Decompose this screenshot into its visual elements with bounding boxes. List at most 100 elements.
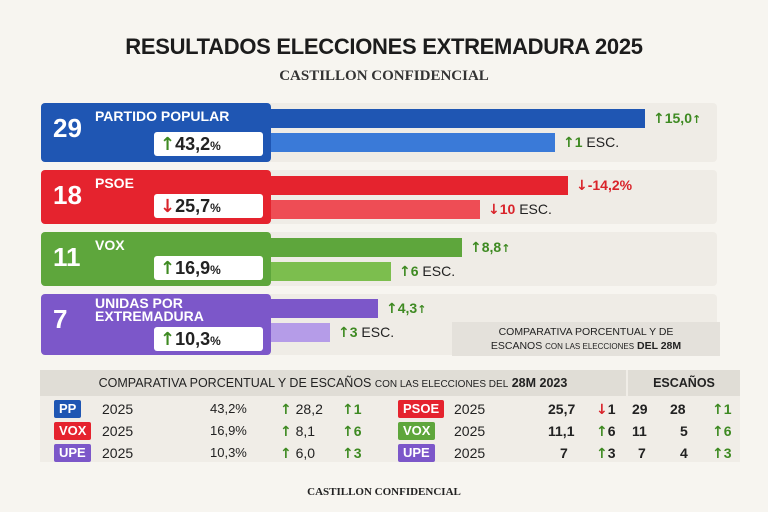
seat-change-psoe: ↓10 ESC. [488, 201, 552, 218]
party-tag-2: PSOE [398, 400, 445, 418]
party-name: VOX [95, 237, 125, 253]
party-row-vox: ↑8,8↑ ↑6 ESC. 11 VOX ↑16,9% [41, 232, 717, 286]
seats-header: ESCAÑOS [628, 370, 740, 396]
compare-line2a: ESCANOS [490, 340, 543, 352]
arrow-up-icon: ↑ [160, 329, 176, 350]
table-header: COMPARATIVA PORCENTUAL Y DE ESCAÑOS CON … [40, 370, 626, 396]
seat-bar-pp [270, 133, 555, 152]
percent-change-pp: ↑15,0↑ [653, 110, 702, 127]
seats: 7 [53, 304, 68, 334]
compare-box: COMPARATIVA PORCENTUAL Y DE ESCANOS CON … [452, 322, 720, 356]
header-a: COMPARATIVA PORCENTUAL Y DE ESCAÑOS [98, 376, 372, 390]
value-2: 7 [560, 445, 568, 461]
arrow-up-icon: ↑ [386, 301, 398, 317]
compare-line1: COMPARATIVA PORCENTUAL Y DE [498, 326, 674, 338]
year: 2025 [102, 445, 134, 461]
year: 2025 [102, 423, 134, 439]
seats-2023: 28 [670, 401, 686, 417]
arrow-up-icon: ↑ [160, 258, 176, 279]
arrow-down-icon: ↓ [160, 196, 176, 217]
seats: 11 [53, 242, 81, 272]
arrow-up-icon: ↑ [338, 325, 350, 341]
party-box-psoe: 18 PSOE ↓25,7% [41, 170, 271, 224]
party-row-pp: ↑15,0↑ ↑1 ESC. 29 PARTIDO POPULAR ↑43,2% [41, 103, 717, 162]
seats-2025: 11 [632, 423, 647, 439]
compare-line2b: CON LAS ELECCIONES [545, 342, 635, 351]
seats-2023: 5 [680, 423, 688, 439]
party-name: PARTIDO POPULAR [95, 108, 230, 124]
arrow-down-icon: ↓ [596, 402, 608, 418]
seats: 18 [53, 180, 82, 210]
seats-delta: ↑1 [712, 401, 732, 418]
arrow-up-icon: ↑ [280, 424, 292, 440]
year-2: 2025 [454, 445, 486, 461]
seat-change-upe: ↑3 ESC. [338, 324, 395, 341]
table-row: UPE 2025 10,3% ↑ 6,0 ↑3 UPE 2025 7 ↑3 7 … [40, 442, 740, 464]
arrow-up-icon: ↑ [280, 402, 292, 418]
pct: 10,3% [210, 445, 247, 460]
party-tag-2: VOX [398, 422, 436, 440]
percent-bar-vox [270, 238, 462, 257]
year: 2025 [102, 401, 134, 417]
arrow-up-icon: ↑ [470, 240, 482, 256]
party-box-upe: 7 UNIDAS POR EXTREMADURA ↑10,3% [41, 294, 271, 355]
party-tag-2: UPE [398, 444, 435, 462]
party-row-upe: ↑4,3↑ ↑3 ESC. 7 UNIDAS POR EXTREMADURA ↑… [41, 294, 717, 355]
footer: CASTILLON CONFIDENCIAL [307, 486, 461, 498]
prev: ↑ 6,0 [280, 445, 316, 462]
subtitle: CASTILLON CONFIDENCIAL [279, 68, 489, 84]
compare-line2c: DEL 28M [636, 340, 682, 352]
percent-bar-upe [270, 299, 378, 318]
seat-change-vox: ↑6 ESC. [399, 263, 456, 280]
seat-bar-psoe [270, 200, 480, 219]
party-tag: VOX [54, 422, 92, 440]
party-box-vox: 11 VOX ↑16,9% [41, 232, 271, 286]
seat-change-pp: ↑1 ESC. [563, 134, 620, 151]
year-2: 2025 [454, 401, 486, 417]
prev: ↑ 28,2 [280, 401, 323, 418]
arrow-up-icon: ↑ [280, 446, 292, 462]
percent-bar-psoe [270, 176, 568, 195]
arrow-up-icon: ↑ [596, 446, 608, 462]
seats-2023: 4 [680, 445, 688, 461]
percent-badge: ↑16,9% [154, 256, 263, 280]
percent-badge: ↑43,2% [154, 132, 263, 156]
seats-2025: 7 [638, 445, 646, 461]
percent-badge: ↑10,3% [154, 327, 263, 351]
seat-bar-vox [270, 262, 391, 281]
value-2: 25,7 [548, 401, 576, 417]
seat-delta: ↑3 [342, 445, 362, 462]
table-row: PP 2025 43,2% ↑ 28,2 ↑1 PSOE 2025 25,7 ↓… [40, 398, 740, 420]
seat-delta: ↑1 [342, 401, 362, 418]
percent-change-upe: ↑4,3↑ [386, 300, 427, 317]
percent-change-psoe: ↓-14,2% [576, 177, 633, 194]
delta-2: ↑3 [596, 445, 616, 462]
seats: 29 [53, 113, 82, 143]
header-c: 28M 2023 [511, 376, 568, 390]
prev: ↑ 8,1 [280, 423, 316, 440]
delta-2: ↑6 [596, 423, 616, 440]
arrow-down-icon: ↓ [488, 202, 500, 218]
seats-delta: ↑3 [712, 445, 732, 462]
arrow-down-icon: ↓ [576, 178, 588, 194]
percent-bar-pp [270, 109, 645, 128]
table-row: VOX 2025 16,9% ↑ 8,1 ↑6 VOX 2025 11,1 ↑6… [40, 420, 740, 442]
percent-badge: ↓25,7% [154, 194, 263, 218]
party-tag: PP [54, 400, 82, 418]
arrow-up-icon: ↑ [563, 135, 575, 151]
party-name: PSOE [95, 175, 134, 191]
party-tag: UPE [54, 444, 91, 462]
header-b: CON LAS ELECCIONES DEL [374, 379, 509, 390]
arrow-up-icon: ↑ [160, 134, 176, 155]
percent-change-vox: ↑8,8↑ [470, 239, 511, 256]
arrow-up-icon: ↑ [596, 424, 608, 440]
arrow-up-icon: ↑ [653, 111, 665, 127]
arrow-up-icon: ↑ [399, 264, 411, 280]
party-name: UNIDAS POR EXTREMADURA [95, 295, 204, 324]
pct: 16,9% [210, 423, 247, 438]
seat-delta: ↑6 [342, 423, 362, 440]
party-row-psoe: ↓-14,2% ↓10 ESC. 18 PSOE ↓25,7% [41, 170, 717, 224]
party-box-pp: 29 PARTIDO POPULAR ↑43,2% [41, 103, 271, 162]
comparison-table: COMPARATIVA PORCENTUAL Y DE ESCAÑOS CON … [40, 370, 740, 462]
seats-2025: 29 [632, 401, 648, 417]
